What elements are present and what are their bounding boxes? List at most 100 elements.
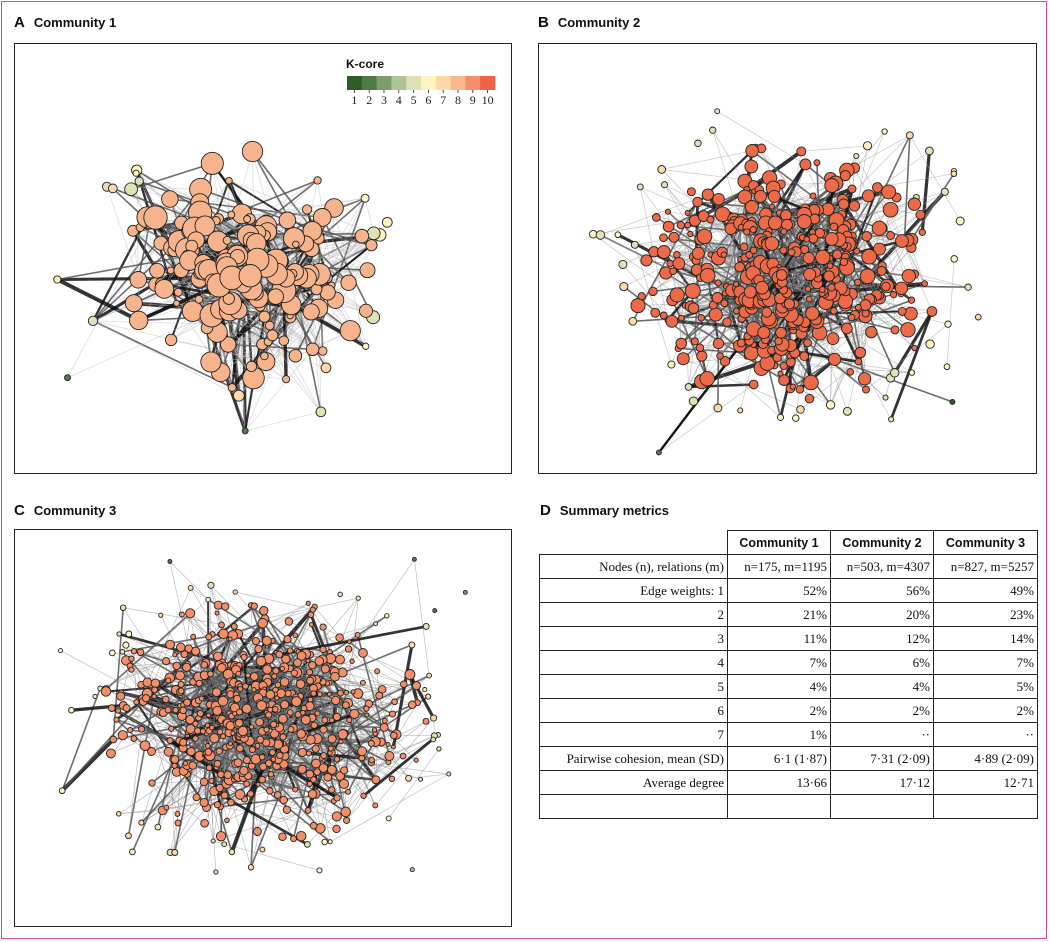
- network-node: [168, 725, 175, 732]
- community-2-graph: [588, 108, 982, 456]
- network-node: [373, 621, 379, 627]
- network-node: [783, 298, 795, 310]
- network-edge: [751, 150, 851, 226]
- network-node: [329, 717, 335, 723]
- network-node: [694, 139, 702, 148]
- network-node: [328, 786, 336, 794]
- network-node: [854, 357, 863, 366]
- network-node: [319, 623, 327, 631]
- network-edge: [671, 299, 708, 380]
- network-node: [163, 746, 174, 757]
- network-edge: [331, 284, 367, 312]
- network-edge: [136, 170, 140, 321]
- network-node: [734, 261, 745, 273]
- table-cell: 4%: [830, 674, 934, 699]
- network-edge: [307, 721, 427, 811]
- network-node: [138, 725, 146, 733]
- network-node: [651, 213, 661, 222]
- network-edge: [664, 184, 689, 226]
- network-node: [768, 203, 775, 210]
- network-node: [254, 644, 263, 654]
- network-node: [108, 649, 116, 657]
- network-edge: [169, 737, 237, 853]
- network-node: [181, 300, 204, 322]
- network-node: [209, 724, 215, 731]
- network-node: [174, 810, 181, 817]
- network-node: [320, 752, 328, 760]
- network-node: [861, 189, 875, 203]
- network-node: [779, 246, 788, 255]
- network-node: [422, 622, 430, 630]
- table-cell: 20%: [830, 602, 934, 627]
- network-node: [712, 337, 725, 350]
- network-node: [363, 705, 370, 712]
- network-node: [264, 320, 275, 331]
- network-node: [296, 729, 306, 739]
- network-node: [737, 189, 753, 205]
- network-node: [847, 313, 856, 322]
- network-edge: [130, 162, 213, 190]
- network-node: [249, 672, 259, 681]
- network-node: [207, 581, 215, 589]
- table-row: 3 11% 12% 14%: [539, 626, 1038, 651]
- network-node: [200, 818, 209, 828]
- network-node: [306, 668, 314, 676]
- network-node: [349, 708, 360, 719]
- network-node: [839, 257, 849, 267]
- network-node: [252, 827, 262, 836]
- network-edge: [789, 303, 896, 331]
- network-node: [338, 778, 350, 789]
- table-row: Average degree 13·66 17·12 12·71: [539, 770, 1038, 795]
- network-node: [743, 285, 757, 299]
- network-node: [225, 720, 236, 731]
- network-node: [220, 336, 237, 353]
- network-node: [665, 314, 679, 328]
- network-node: [227, 741, 233, 747]
- network-edge: [761, 148, 807, 211]
- network-edge: [300, 712, 355, 736]
- network-node: [876, 266, 887, 276]
- network-edge: [371, 735, 435, 763]
- network-node: [799, 351, 810, 362]
- network-node: [287, 725, 295, 733]
- network-edge: [132, 230, 171, 271]
- network-edge: [56, 277, 140, 323]
- network-node: [278, 335, 290, 346]
- network-node: [360, 193, 370, 203]
- network-node: [278, 713, 288, 724]
- network-node: [839, 170, 851, 182]
- network-node: [853, 152, 860, 160]
- network-node: [309, 821, 318, 830]
- network-node: [327, 745, 334, 752]
- network-node: [688, 396, 699, 406]
- network-node: [293, 658, 302, 668]
- network-node: [215, 831, 227, 842]
- network-node: [204, 748, 213, 756]
- network-node: [284, 617, 294, 626]
- network-node: [861, 248, 878, 265]
- table-cell: 4%: [727, 674, 831, 699]
- table-row: 7 1% ·· ··: [539, 722, 1038, 747]
- network-node: [796, 405, 805, 414]
- network-node: [748, 379, 759, 390]
- k-core-swatch: [376, 76, 392, 90]
- table-cell: ··: [933, 722, 1038, 747]
- community-3-graph: [58, 556, 468, 875]
- network-node: [915, 209, 926, 220]
- network-node: [199, 728, 206, 735]
- network-edge: [329, 559, 415, 683]
- network-node: [165, 677, 172, 684]
- network-node: [215, 747, 223, 755]
- network-node: [220, 733, 226, 740]
- network-edge: [799, 388, 831, 406]
- network-node: [388, 775, 396, 783]
- network-node: [802, 251, 815, 265]
- network-edge: [321, 757, 449, 775]
- network-node: [176, 642, 186, 653]
- network-node: [213, 759, 222, 768]
- network-node: [614, 231, 622, 239]
- network-node: [408, 641, 416, 649]
- network-node: [300, 714, 311, 725]
- network-node: [192, 735, 199, 742]
- network-edge: [147, 587, 192, 683]
